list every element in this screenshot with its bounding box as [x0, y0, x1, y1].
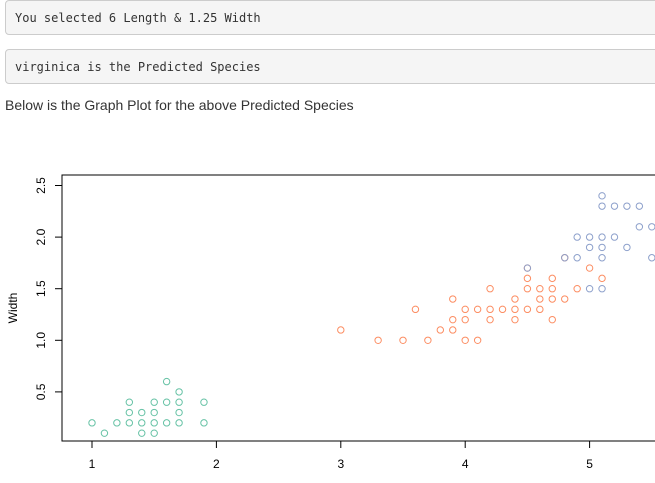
point-setosa — [175, 398, 183, 406]
point-versicolor — [473, 336, 482, 344]
point-setosa — [162, 398, 171, 406]
point-virginica — [648, 254, 655, 262]
point-versicolor — [449, 295, 457, 303]
point-versicolor — [486, 285, 494, 293]
point-virginica — [598, 254, 606, 262]
x-tick-label: 3 — [337, 457, 344, 471]
point-virginica — [648, 223, 655, 231]
point-versicolor — [548, 315, 556, 324]
point-setosa — [100, 429, 109, 437]
point-setosa — [162, 419, 171, 427]
point-versicolor — [411, 305, 420, 314]
point-versicolor — [511, 305, 519, 314]
x-tick-label: 5 — [586, 457, 593, 471]
point-virginica — [598, 233, 606, 241]
point-versicolor — [486, 315, 494, 324]
x-tick-label: 2 — [213, 457, 220, 471]
point-setosa — [162, 377, 171, 386]
point-versicolor — [548, 285, 556, 293]
point-virginica — [561, 254, 569, 262]
point-versicolor — [461, 336, 469, 344]
point-virginica — [598, 243, 606, 252]
point-versicolor — [337, 326, 345, 334]
point-versicolor — [573, 285, 581, 293]
point-setosa — [150, 429, 158, 437]
point-virginica — [623, 243, 631, 252]
point-virginica — [585, 285, 594, 293]
point-setosa — [175, 419, 183, 427]
points-layer — [88, 192, 655, 437]
point-versicolor — [436, 326, 445, 334]
point-setosa — [175, 388, 183, 396]
point-versicolor — [536, 295, 544, 303]
point-virginica — [598, 202, 606, 210]
point-setosa — [150, 398, 158, 406]
point-virginica — [610, 202, 619, 210]
point-virginica — [635, 202, 644, 210]
x-axis: 1 2 3 4 5 — [89, 441, 593, 471]
point-versicolor — [523, 285, 532, 293]
point-setosa — [150, 408, 158, 417]
point-versicolor — [523, 305, 532, 314]
point-setosa — [113, 419, 121, 427]
point-versicolor — [511, 295, 519, 303]
point-virginica — [523, 264, 532, 272]
point-setosa — [125, 398, 134, 406]
point-virginica — [598, 192, 606, 200]
point-virginica — [585, 243, 594, 252]
plot-description: Below is the Graph Plot for the above Pr… — [5, 97, 354, 113]
point-virginica — [610, 233, 619, 241]
point-versicolor — [536, 305, 544, 314]
point-virginica — [623, 202, 631, 210]
point-versicolor — [449, 315, 457, 324]
prediction-output: virginica is the Predicted Species — [5, 49, 655, 84]
point-versicolor — [486, 305, 494, 314]
point-versicolor — [424, 336, 432, 344]
plot-frame — [61, 174, 655, 442]
point-virginica — [585, 233, 594, 241]
point-versicolor — [536, 285, 544, 293]
x-tick-label: 4 — [462, 457, 469, 471]
y-tick-label: 1.5 — [34, 280, 48, 297]
point-virginica — [573, 254, 581, 262]
point-versicolor — [461, 305, 469, 314]
point-versicolor — [449, 326, 457, 334]
point-setosa — [200, 398, 208, 406]
y-tick-label: 2.0 — [34, 228, 48, 245]
point-setosa — [88, 419, 96, 427]
point-setosa — [200, 419, 208, 427]
point-setosa — [175, 408, 183, 417]
y-tick-label: 0.5 — [34, 383, 48, 400]
y-tick-label: 2.5 — [34, 177, 48, 194]
point-versicolor — [523, 274, 532, 283]
point-setosa — [125, 408, 134, 417]
y-axis: 0.5 1.0 1.5 2.0 2.5 — [34, 177, 62, 400]
point-versicolor — [399, 336, 407, 344]
point-virginica — [635, 223, 644, 231]
point-virginica — [598, 285, 606, 293]
point-setosa — [138, 429, 146, 437]
point-versicolor — [374, 336, 382, 344]
point-virginica — [573, 233, 581, 241]
x-tick-label: 1 — [89, 457, 96, 471]
point-versicolor — [461, 315, 469, 324]
point-versicolor — [498, 305, 507, 314]
point-versicolor — [548, 274, 556, 283]
point-setosa — [138, 408, 146, 417]
point-setosa — [138, 419, 146, 427]
selection-output: You selected 6 Length & 1.25 Width — [5, 0, 655, 35]
point-versicolor — [598, 274, 606, 283]
point-versicolor — [585, 264, 594, 272]
point-versicolor — [561, 295, 569, 303]
point-versicolor — [473, 305, 482, 314]
point-setosa — [150, 419, 158, 427]
point-setosa — [125, 419, 134, 427]
point-versicolor — [548, 295, 556, 303]
point-versicolor — [511, 315, 519, 324]
y-axis-title: Width — [6, 293, 20, 324]
y-tick-label: 1.0 — [34, 332, 48, 349]
